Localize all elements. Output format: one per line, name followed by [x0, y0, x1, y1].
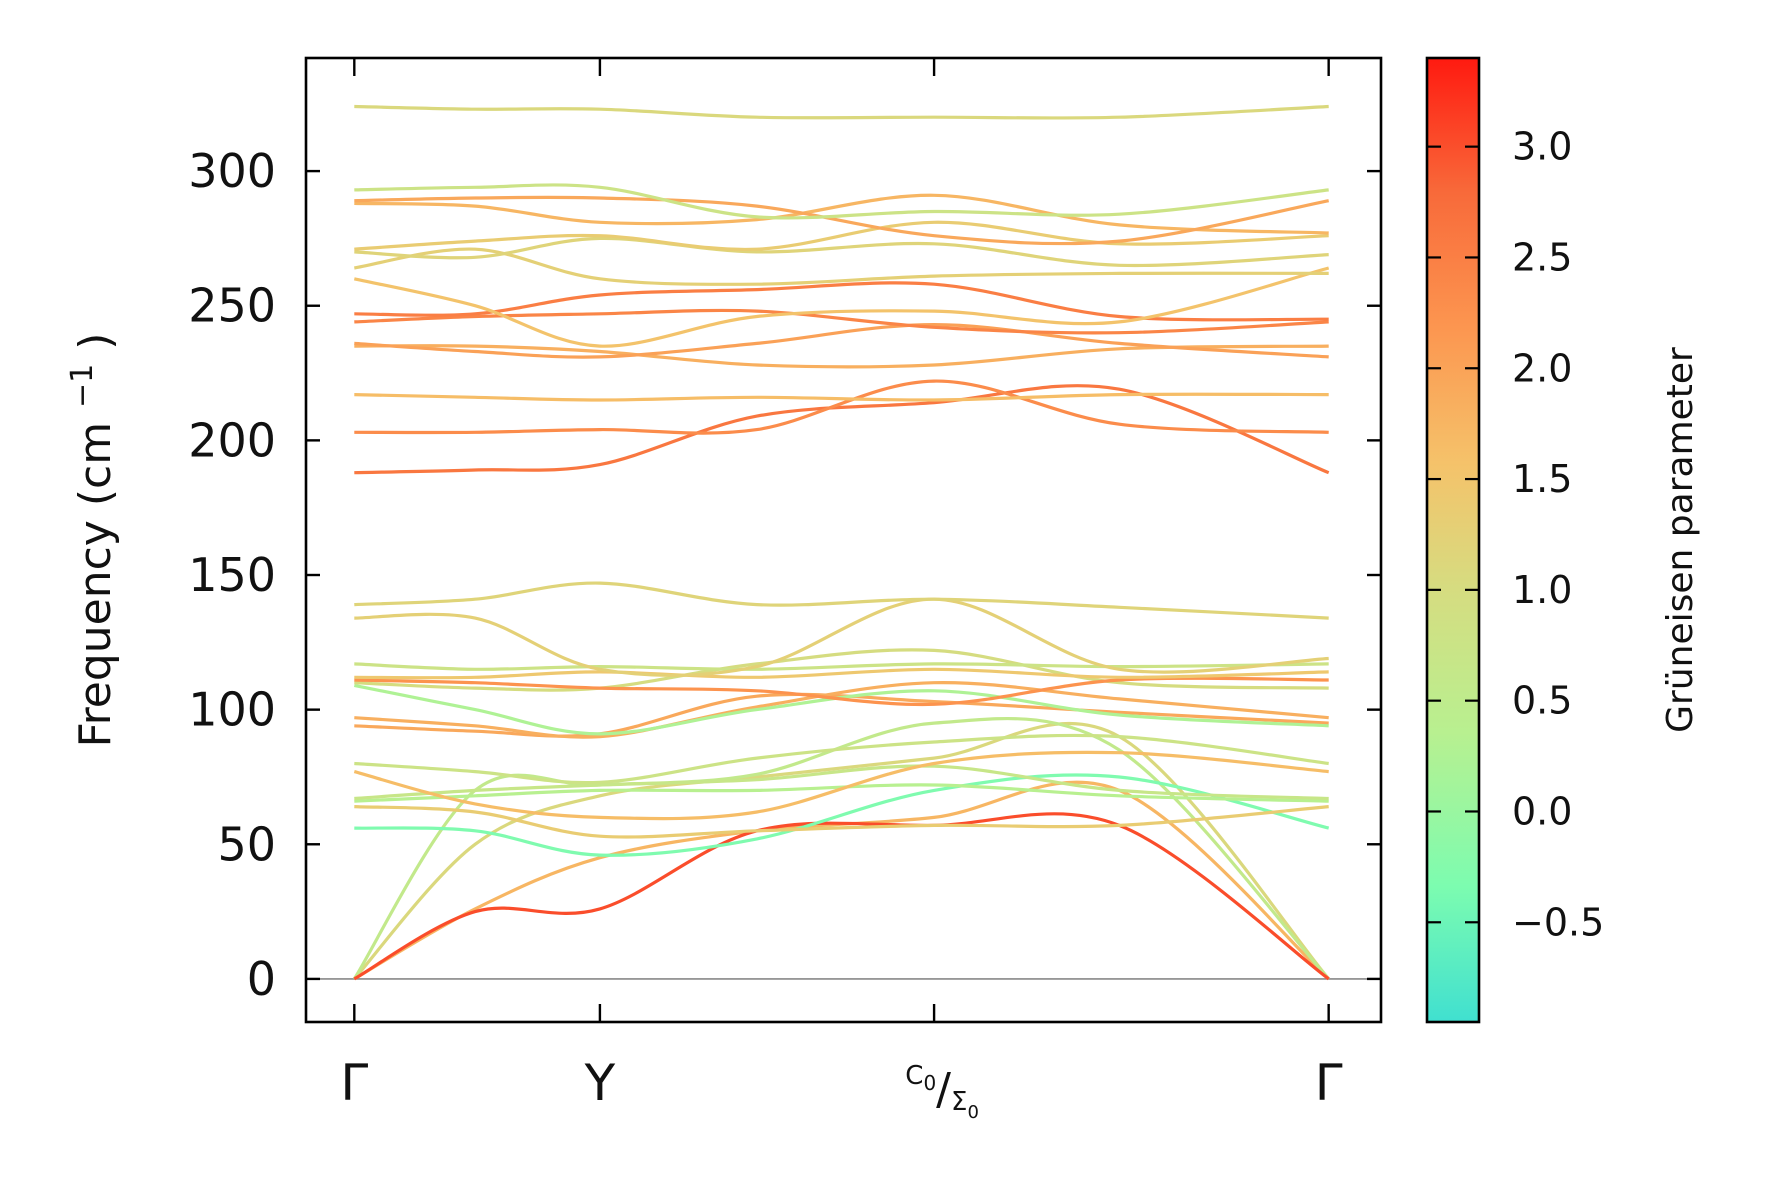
band-9-line — [353, 750, 1329, 821]
band-5-line — [354, 773, 1330, 857]
band-12-line — [354, 681, 1329, 739]
colorbar-tick-label: 0.0 — [1512, 789, 1572, 833]
kpoint-label-part: 0 — [967, 1102, 978, 1123]
y-tick-label: 0 — [247, 952, 276, 1006]
y-tick-label: 100 — [188, 683, 276, 737]
band-lines — [352, 104, 1330, 981]
kpoint-label-part: C — [905, 1061, 923, 1091]
colorbar-gradient — [1425, 56, 1481, 1024]
colorbar-tick-label: 1.0 — [1512, 568, 1572, 612]
plot-area — [306, 104, 1381, 981]
band-8-line — [354, 764, 1329, 801]
y-axis-label: Frequency (cm −1 ) — [52, 333, 121, 748]
kpoint-label-split: C0/Σ0 — [905, 1061, 979, 1123]
band-14-line — [354, 648, 1329, 692]
y-axis-label-exponent: −1 — [65, 364, 100, 408]
x-axis-ticks: Γ Y C0/Σ0Γ — [340, 58, 1343, 1123]
band-16-line — [354, 667, 1329, 680]
band-21-line — [354, 379, 1329, 435]
y-axis-label-close: ) — [70, 333, 121, 350]
band-33-line — [354, 183, 1329, 220]
colorbar-tick-label: 3.0 — [1512, 125, 1572, 169]
band-13-line — [353, 683, 1329, 736]
band-15-line — [354, 676, 1329, 707]
colorbar-tick-label: 2.0 — [1512, 346, 1572, 390]
colorbar-tick-label: 0.5 — [1512, 679, 1572, 723]
band-29-line — [354, 236, 1329, 268]
band-24-line — [354, 322, 1329, 359]
colorbar-tick-label: 2.5 — [1512, 235, 1572, 279]
band-28-line — [354, 247, 1329, 286]
y-axis-ticks: 0 50 100 150 200 250 300 — [188, 144, 1381, 1006]
kpoint-label-part: 0 — [923, 1071, 936, 1095]
band-19-line — [354, 581, 1329, 620]
band-6-line — [354, 805, 1329, 839]
band-23-line — [354, 344, 1329, 369]
kpoint-label: Γ — [1315, 1054, 1343, 1112]
colorbar: −0.5 0.0 0.5 1.0 1.5 2.0 2.5 3.0 Grüneisen para… — [1425, 56, 1701, 1024]
kpoint-label: Γ — [340, 1054, 368, 1112]
colorbar-tick-label: 1.5 — [1512, 457, 1572, 501]
kpoint-label: Y — [584, 1054, 616, 1112]
band-10-line — [354, 733, 1329, 785]
y-tick-label: 300 — [188, 144, 276, 198]
colorbar-tick-label: −0.5 — [1512, 900, 1604, 944]
band-4-line — [353, 812, 1330, 981]
kpoint-label-part: Σ — [951, 1087, 967, 1117]
band-34-line — [354, 104, 1329, 120]
band-27-line — [353, 266, 1330, 348]
band-31-line — [354, 193, 1329, 235]
y-tick-label: 250 — [188, 279, 276, 333]
band-18-line — [354, 597, 1329, 677]
y-tick-label: 50 — [217, 817, 276, 871]
y-axis-label-main: Frequency (cm — [70, 422, 121, 748]
band-7-line — [354, 783, 1329, 803]
band-1-line — [353, 721, 1330, 980]
y-tick-label: 150 — [188, 548, 276, 602]
band-22-line — [354, 392, 1329, 402]
kpoint-label-part: / — [936, 1064, 951, 1115]
band-17-line — [354, 662, 1329, 671]
y-tick-label: 200 — [188, 413, 276, 467]
colorbar-ticks: −0.5 0.0 0.5 1.0 1.5 2.0 2.5 3.0 — [1427, 125, 1604, 944]
band-32-line — [354, 195, 1330, 246]
band-30-line — [354, 220, 1329, 252]
band-26-line — [354, 281, 1329, 322]
band-2-line — [353, 780, 1330, 981]
colorbar-label: Grüneisen parameter — [1660, 347, 1701, 733]
plot-frame — [304, 56, 1383, 1024]
